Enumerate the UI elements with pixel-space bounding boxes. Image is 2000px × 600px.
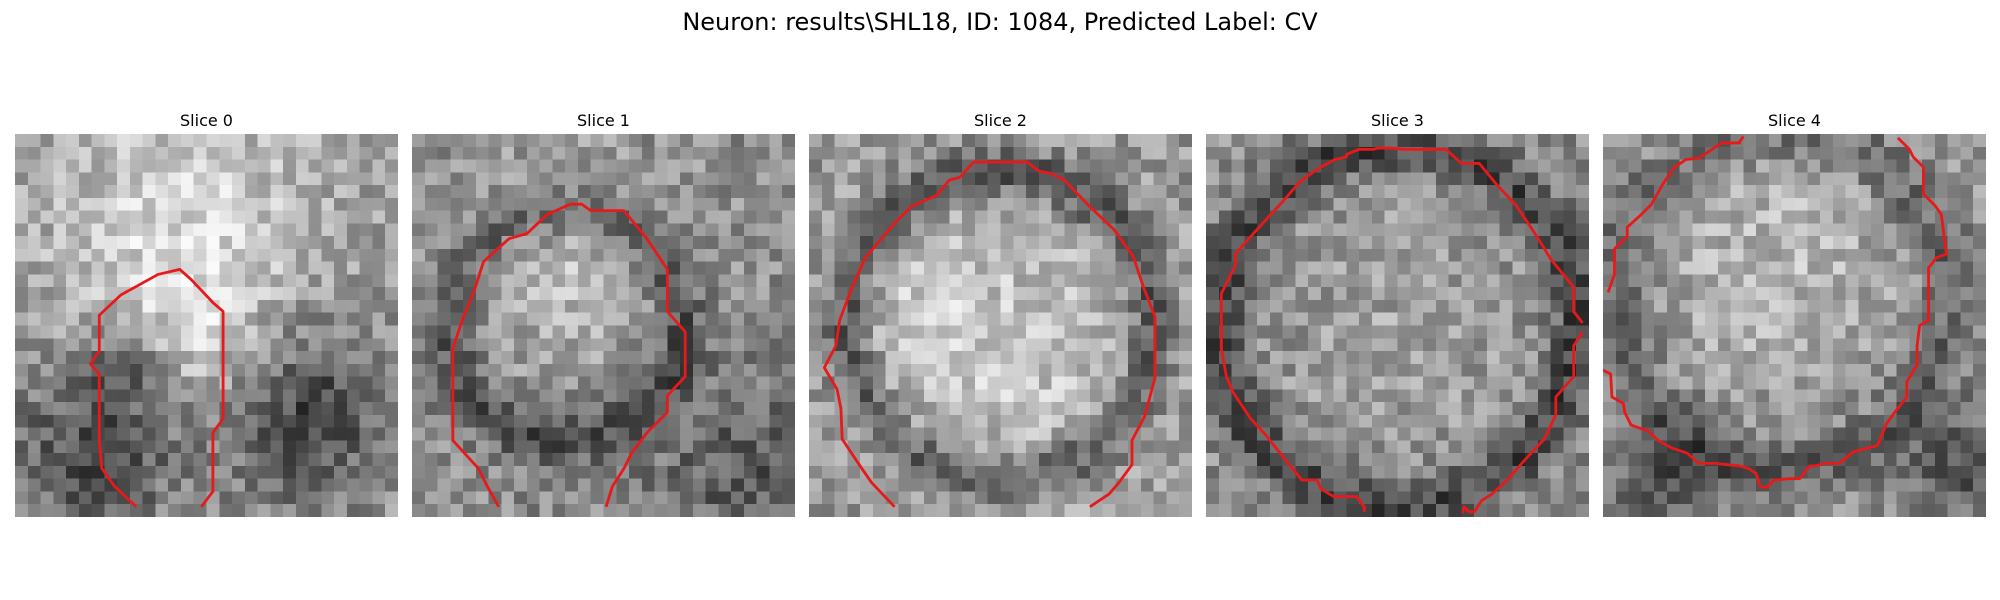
slice-panel-4: Slice 4: [1603, 108, 1986, 517]
slice-title-4: Slice 4: [1768, 111, 1821, 130]
contour-0: [88, 267, 225, 508]
slice-panel-0: Slice 0: [15, 108, 398, 517]
pixel-grid-2: [809, 134, 1192, 517]
slice-image-0: [15, 134, 398, 517]
slice-title-0: Slice 0: [180, 111, 233, 130]
pixel-grid-4: [1603, 134, 1986, 517]
figure-title: Neuron: results\SHL18, ID: 1084, Predict…: [682, 8, 1318, 36]
slice-image-2: [809, 134, 1192, 517]
slice-image-4: [1603, 134, 1986, 517]
contour-4: [1606, 135, 1745, 293]
contour-2: [822, 160, 1157, 508]
contour-4-segment-2: [1603, 136, 1948, 490]
slice-title-2: Slice 2: [974, 111, 1027, 130]
slice-panel-1: Slice 1: [412, 108, 795, 517]
contour-1: [451, 202, 687, 508]
contour-3: [1219, 146, 1584, 512]
slice-panel-2: Slice 2: [809, 108, 1192, 517]
contour-3-segment-2: [1461, 331, 1584, 514]
pixel-grid-1: [412, 134, 795, 517]
pixel-grid-0: [15, 134, 398, 517]
slice-image-3: [1206, 134, 1589, 517]
slice-title-1: Slice 1: [577, 111, 630, 130]
slice-image-1: [412, 134, 795, 517]
slice-panel-3: Slice 3: [1206, 108, 1589, 517]
slice-title-3: Slice 3: [1371, 111, 1424, 130]
pixel-grid-3: [1206, 134, 1589, 517]
